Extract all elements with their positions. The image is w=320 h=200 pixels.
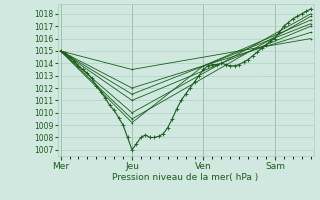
X-axis label: Pression niveau de la mer( hPa ): Pression niveau de la mer( hPa ) [112, 173, 259, 182]
